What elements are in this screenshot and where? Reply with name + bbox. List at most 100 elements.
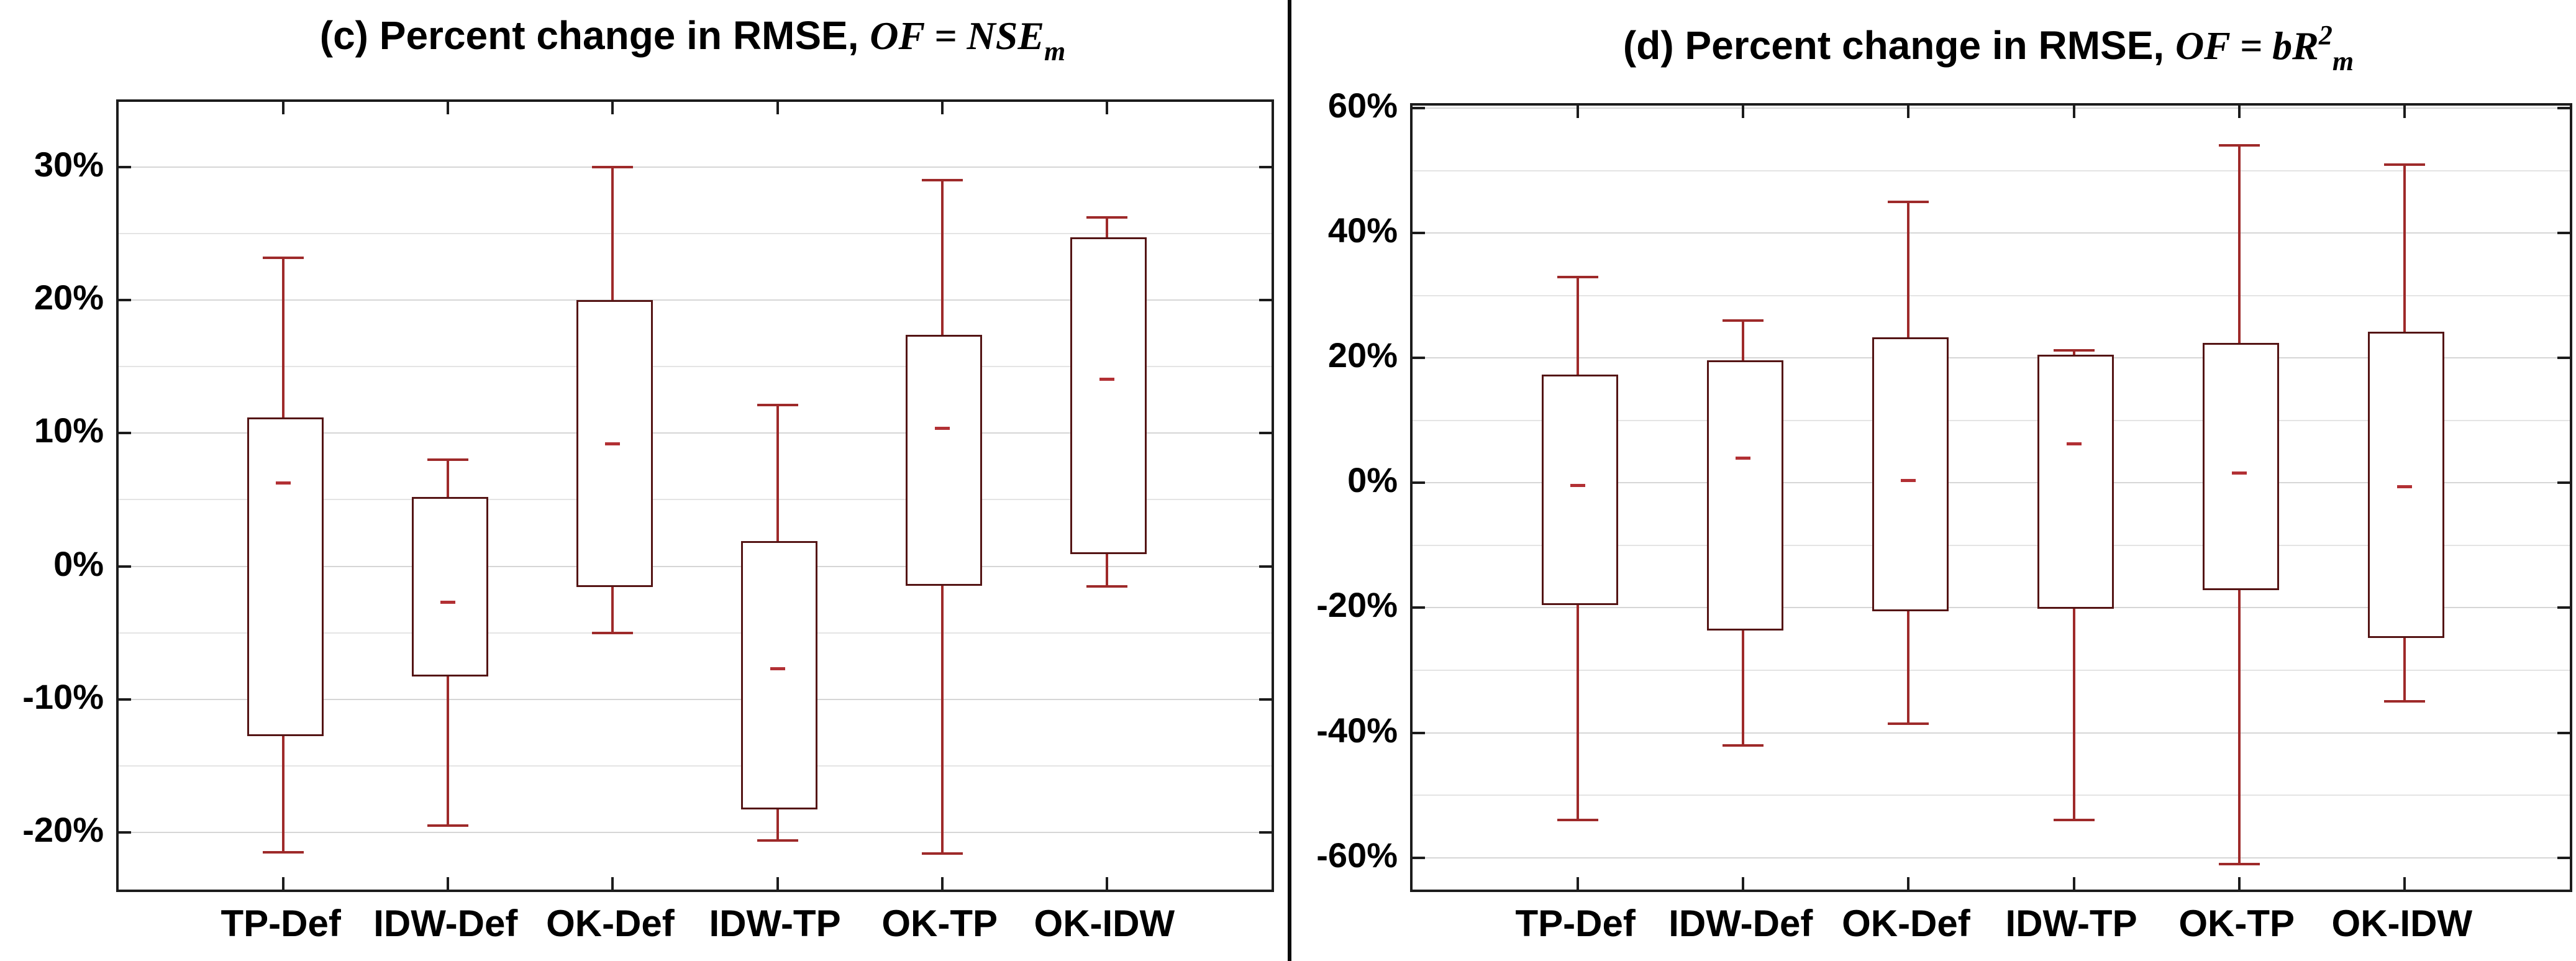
y-axis-label-60%: 60%	[1327, 86, 1398, 125]
whisker-cap-low-OK-Def	[1888, 722, 1929, 725]
whisker-cap-low-IDW-TP	[2053, 819, 2095, 822]
box-IDW-TP	[741, 540, 818, 810]
y-axis-label--60%: -60%	[1316, 835, 1398, 875]
y-tick-right-40pct	[2557, 232, 2570, 235]
x-tick-top-IDW-Def	[447, 102, 450, 114]
gridline--10pct	[1413, 544, 2570, 546]
gridline-15pct	[119, 366, 1272, 368]
y-axis-label-40%: 40%	[1327, 211, 1398, 250]
y-axis-label--40%: -40%	[1316, 710, 1398, 750]
panel-c-title-math: OF = NSE	[870, 14, 1044, 58]
whisker-cap-low-TP-Def	[263, 851, 304, 854]
whisker-lower-OK-IDW	[1105, 550, 1108, 586]
y-tick-left-20pct	[1413, 357, 1425, 360]
y-tick-right--60pct	[2557, 856, 2570, 859]
x-axis-label-IDW-TP: IDW-TP	[2005, 903, 2137, 944]
whisker-cap-high-TP-Def	[1557, 275, 1599, 278]
box-TP-Def	[1541, 375, 1618, 606]
y-axis-label--20%: -20%	[22, 809, 104, 849]
y-tick-left-30pct	[119, 165, 131, 168]
whisker-cap-high-IDW-TP	[2053, 349, 2095, 352]
x-axis-label-OK-TP: OK-TP	[2178, 903, 2295, 944]
y-tick-left--10pct	[119, 698, 131, 701]
x-tick-bottom-OK-Def	[611, 877, 614, 890]
whisker-upper-IDW-TP	[2072, 350, 2075, 355]
whisker-lower-OK-IDW	[2403, 634, 2406, 702]
gridline-20pct	[1413, 357, 2570, 359]
whisker-upper-OK-TP	[2237, 145, 2241, 344]
x-axis-label-OK-Def: OK-Def	[546, 903, 675, 944]
whisker-upper-OK-IDW	[2403, 164, 2406, 332]
median-OK-TP	[2231, 471, 2247, 475]
whisker-upper-TP-Def	[1577, 276, 1580, 375]
whisker-cap-high-IDW-Def	[427, 458, 469, 462]
x-axis-label-OK-Def: OK-Def	[1842, 903, 1970, 944]
panel-d-title-text: (d) Percent change in RMSE,	[1623, 23, 2175, 68]
whisker-upper-IDW-Def	[447, 460, 450, 498]
y-tick-right-10pct	[1259, 432, 1272, 435]
x-tick-bottom-IDW-TP	[2072, 877, 2075, 890]
whisker-cap-high-OK-TP	[2218, 144, 2260, 147]
x-tick-bottom-TP-Def	[1577, 877, 1580, 890]
panel-d-title-subscript: m	[2332, 46, 2354, 76]
y-tick-left--20pct	[119, 831, 131, 834]
y-axis-label-0%: 0%	[1347, 460, 1398, 500]
whisker-upper-TP-Def	[282, 257, 285, 417]
x-tick-top-IDW-Def	[1742, 106, 1745, 118]
x-axis-label-IDW-TP: IDW-TP	[709, 903, 841, 944]
y-tick-right--40pct	[2557, 731, 2570, 734]
x-axis-label-TP-Def: TP-Def	[221, 903, 341, 944]
whisker-cap-low-OK-IDW	[1086, 585, 1127, 588]
panel-d-title-superscript: 2	[2318, 20, 2333, 50]
whisker-cap-high-TP-Def	[263, 256, 304, 259]
whisker-cap-high-OK-IDW	[1086, 216, 1127, 219]
y-tick-left-60pct	[1413, 107, 1425, 110]
panel-d-title: (d) Percent change in RMSE, OF = bR2m	[1429, 7, 2547, 76]
whisker-lower-TP-Def	[1577, 601, 1580, 821]
y-tick-right-30pct	[1259, 165, 1272, 168]
gridline--5pct	[119, 632, 1272, 634]
panel-d-title-math: OF = bR	[2175, 24, 2319, 68]
whisker-cap-low-OK-TP	[921, 852, 963, 855]
y-tick-right--20pct	[1259, 831, 1272, 834]
gridline--50pct	[1413, 795, 2570, 796]
y-tick-left--60pct	[1413, 856, 1425, 859]
whisker-cap-high-OK-Def	[1888, 200, 1929, 203]
x-tick-bottom-OK-TP	[940, 877, 944, 890]
whisker-lower-TP-Def	[282, 732, 285, 853]
y-tick-left-10pct	[119, 432, 131, 435]
whisker-cap-high-OK-IDW	[2383, 163, 2425, 166]
x-axis-label-IDW-Def: IDW-Def	[1668, 903, 1813, 944]
y-tick-right-0pct	[2557, 481, 2570, 485]
gridline--60pct	[1413, 857, 2570, 859]
y-axis-label--20%: -20%	[1316, 585, 1398, 625]
whisker-cap-high-IDW-Def	[1723, 319, 1764, 322]
whisker-cap-low-IDW-Def	[427, 824, 469, 827]
gridline--20pct	[1413, 607, 2570, 609]
whisker-cap-low-OK-Def	[592, 631, 634, 634]
y-tick-left-20pct	[119, 299, 131, 302]
gridline-0pct	[119, 565, 1272, 567]
median-IDW-Def	[1736, 457, 1751, 460]
x-tick-bottom-OK-TP	[2237, 877, 2241, 890]
y-tick-left-0pct	[119, 565, 131, 568]
gridline-50pct	[1413, 170, 2570, 171]
whisker-cap-low-TP-Def	[1557, 819, 1599, 822]
y-tick-right-20pct	[2557, 357, 2570, 360]
y-axis-label-30%: 30%	[34, 144, 104, 184]
gridline-10pct	[119, 432, 1272, 434]
y-axis-label-10%: 10%	[34, 411, 104, 450]
gridline-30pct	[1413, 294, 2570, 296]
gridline--10pct	[119, 698, 1272, 700]
y-tick-right-0pct	[1259, 565, 1272, 568]
box-TP-Def	[247, 417, 324, 737]
whisker-upper-OK-Def	[1907, 201, 1910, 338]
x-tick-bottom-TP-Def	[282, 877, 285, 890]
y-axis-label-20%: 20%	[1327, 335, 1398, 375]
whisker-upper-OK-TP	[940, 180, 944, 335]
x-axis-label-OK-IDW: OK-IDW	[2331, 903, 2473, 944]
median-TP-Def	[276, 481, 291, 485]
gridline-0pct	[1413, 482, 2570, 484]
box-OK-TP	[906, 334, 983, 586]
whisker-cap-high-OK-Def	[592, 165, 634, 168]
